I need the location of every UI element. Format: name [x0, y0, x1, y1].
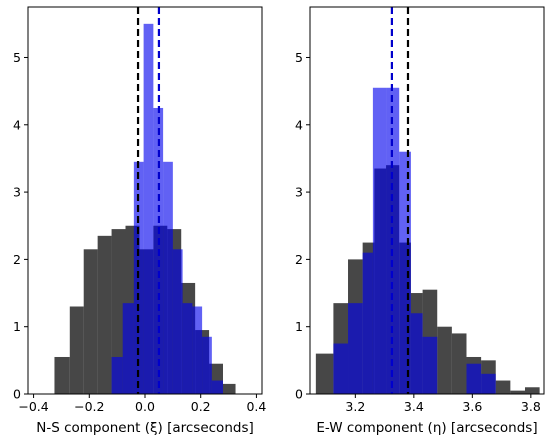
- ew-ytick-label-0: 0: [295, 387, 303, 402]
- ew-series-0-bar-13: [495, 380, 511, 394]
- ns-xaxis-title: N-S component (ξ) [arcseconds]: [36, 420, 254, 436]
- ns-series-0-bar-3: [97, 235, 112, 394]
- ns-series-0-bar-0: [54, 356, 70, 394]
- ew-series-0-bar-10: [451, 333, 467, 394]
- ew-series-1-bar-3: [372, 87, 387, 395]
- ns-xtick-label-3: 0.2: [191, 399, 211, 414]
- ew-ytick-label-1: 1: [295, 319, 303, 334]
- ns-series-1-bar-10: [211, 380, 223, 394]
- ns-series-0-bar-4: [111, 229, 126, 394]
- ew-xtick-label-3: 3.8: [521, 399, 541, 414]
- ew-series-1-bar-8: [466, 363, 482, 394]
- right-panel: 3.2 3.4 3.6 3.8 0 1 2 3 4 5 E-W component (η) [arc…: [295, 6, 545, 436]
- ew-series-1-bar-5: [399, 151, 411, 394]
- ns-ytick-label-0: 0: [13, 387, 21, 402]
- ns-series-0-bar-2: [83, 249, 98, 394]
- ns-xtick-label-1: −0.2: [74, 399, 104, 414]
- ew-ytick-label-2: 2: [295, 252, 303, 267]
- ns-xtick-label-4: 0.4: [246, 399, 266, 414]
- ns-ytick-label-3: 3: [13, 185, 21, 200]
- ew-xtick-label-2: 3.6: [462, 399, 482, 414]
- ew-series-1-bar-6: [410, 313, 423, 394]
- ew-series-0-bar-14: [510, 390, 525, 394]
- left-panel: −0.4 −0.2 0.0 0.2 0.4 0 1 2 3 4 5 N-S component (ξ)…: [13, 6, 266, 436]
- ns-ytick-label-2: 2: [13, 252, 21, 267]
- ns-series-1-bar-6: [172, 249, 183, 394]
- ew-series-1-bar-2: [362, 252, 373, 394]
- ew-series-0-bar-15: [524, 387, 540, 394]
- ns-series-1-bar-9: [202, 336, 212, 394]
- ew-series-1-bar-0: [333, 343, 349, 394]
- ns-series-1-bar-3: [143, 23, 154, 395]
- ew-axes-frame: [309, 6, 545, 395]
- ns-series-1-bar-0: [111, 356, 123, 394]
- ew-series-1: [333, 87, 496, 395]
- ew-series-0-bar-0: [315, 353, 334, 394]
- ns-xtick-label-2: 0.0: [135, 399, 155, 414]
- ns-series-1: [111, 23, 223, 395]
- ns-series-1-bar-1: [122, 303, 134, 394]
- ns-ytick-label-1: 1: [13, 319, 21, 334]
- ns-ytick-label-5: 5: [13, 50, 21, 65]
- ns-series-1-bar-8: [192, 306, 203, 394]
- ns-series-0-bar-12: [223, 383, 236, 394]
- ns-ytick-label-4: 4: [13, 117, 21, 132]
- ew-ytick-label-3: 3: [295, 185, 303, 200]
- ew-series-0-bar-9: [437, 326, 452, 394]
- ew-xtick-label-1: 3.4: [404, 399, 424, 414]
- ns-series-1-bar-5: [163, 161, 173, 394]
- ns-series-1-bar-7: [182, 303, 193, 394]
- ns-series-0-bar-1: [69, 306, 84, 394]
- ew-series-1-bar-1: [348, 303, 363, 394]
- ew-xaxis-title: E-W component (η) [arcseconds]: [316, 420, 537, 436]
- ns-xtick-label-0: −0.4: [18, 399, 48, 414]
- ew-ytick-label-5: 5: [295, 50, 303, 65]
- ew-xtick-label-0: 3.2: [345, 399, 365, 414]
- ew-series-1-bar-9: [481, 373, 496, 394]
- ew-ytick-label-4: 4: [295, 117, 303, 132]
- ew-series-1-bar-7: [422, 336, 438, 394]
